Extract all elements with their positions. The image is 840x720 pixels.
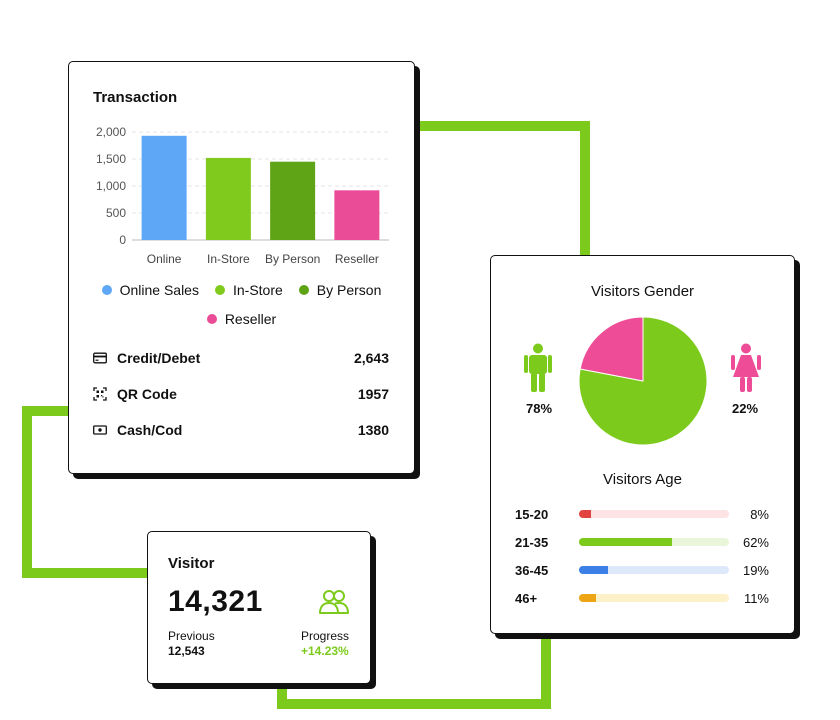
legend-dot-byperson bbox=[298, 285, 309, 295]
bar-online bbox=[141, 135, 187, 240]
age-label: 21-35 bbox=[515, 534, 549, 550]
legend-label: Reseller bbox=[224, 311, 277, 327]
qr-code-icon bbox=[93, 387, 107, 401]
users-icon bbox=[319, 590, 349, 614]
payment-row-cash: Cash/Cod 1380 bbox=[93, 422, 389, 438]
payment-row-qr: QR Code 1957 bbox=[93, 386, 389, 402]
payment-value: 1380 bbox=[357, 422, 389, 438]
y-tick-label: 500 bbox=[106, 206, 126, 220]
age-bar-track bbox=[579, 594, 729, 602]
visitor-card: Visitor 14,321 Previous 12,543 Progress … bbox=[147, 531, 371, 684]
bar-in-store bbox=[205, 157, 251, 240]
female-icon bbox=[731, 343, 761, 392]
bar-reseller bbox=[334, 190, 380, 240]
age-label: 36-45 bbox=[515, 562, 549, 578]
payment-value: 2,643 bbox=[353, 350, 389, 366]
age-title: Visitors Age bbox=[603, 471, 682, 488]
visitor-title: Visitor bbox=[168, 555, 215, 572]
legend-dot-online bbox=[101, 285, 112, 295]
legend-label: Online Sales bbox=[119, 282, 199, 298]
age-bar-fill bbox=[579, 594, 596, 602]
age-percent: 19% bbox=[742, 562, 769, 578]
x-tick-label: In-Store bbox=[207, 252, 250, 266]
y-tick-label: 1,000 bbox=[96, 179, 126, 193]
progress-value: +14.23% bbox=[301, 644, 349, 658]
bar-by-person bbox=[270, 161, 316, 240]
age-label: 46+ bbox=[515, 590, 538, 606]
age-percent: 62% bbox=[742, 534, 769, 550]
age-bar-track bbox=[579, 510, 729, 518]
previous-value: 12,543 bbox=[168, 644, 205, 658]
transaction-card: Transaction 0 500 1,000 1,500 2,000 Online In-… bbox=[68, 61, 415, 474]
age-bar-fill bbox=[579, 566, 608, 574]
payment-value: 1957 bbox=[357, 386, 389, 402]
age-percent: 11% bbox=[743, 590, 769, 606]
legend-dot-reseller bbox=[206, 314, 217, 324]
y-tick-label: 0 bbox=[119, 233, 126, 247]
transaction-legend: Online Sales In-Store By Person Reseller bbox=[69, 282, 414, 340]
visitor-previous: Previous 12,543 bbox=[168, 629, 215, 659]
pie-slice-male bbox=[578, 316, 708, 446]
legend-label: By Person bbox=[316, 282, 382, 298]
payment-label: Cash/Cod bbox=[117, 422, 183, 438]
age-percent: 8% bbox=[750, 506, 769, 522]
age-bar-track bbox=[579, 566, 729, 574]
cash-icon bbox=[93, 425, 107, 435]
pie-slice-female bbox=[579, 316, 644, 382]
payment-label: Credit/Debet bbox=[117, 350, 201, 366]
progress-label: Progress bbox=[301, 629, 350, 643]
x-tick-label: Online bbox=[147, 252, 182, 266]
legend-dot-instore bbox=[214, 285, 225, 295]
male-icon bbox=[524, 343, 552, 392]
age-row: 15-20 8% bbox=[515, 506, 769, 522]
age-row: 46+ 11% bbox=[515, 590, 769, 606]
age-row: 36-45 19% bbox=[515, 562, 769, 578]
age-label: 15-20 bbox=[515, 506, 549, 522]
age-bar-fill bbox=[579, 510, 591, 518]
transaction-bar-chart: 0 500 1,000 1,500 2,000 Online In-Store By Pers… bbox=[96, 125, 389, 266]
y-tick-label: 2,000 bbox=[96, 125, 126, 139]
age-row: 21-35 62% bbox=[515, 534, 769, 550]
age-bar-track bbox=[579, 538, 729, 546]
transaction-title: Transaction bbox=[93, 89, 178, 106]
legend-item-online-sales[interactable]: Online Sales bbox=[101, 282, 199, 298]
payment-label: QR Code bbox=[117, 386, 177, 402]
gender-title: Visitors Gender bbox=[590, 283, 695, 300]
x-tick-label: By Person bbox=[265, 252, 320, 266]
age-bar-fill bbox=[579, 538, 672, 546]
previous-label: Previous bbox=[168, 629, 215, 643]
legend-item-by-person[interactable]: By Person bbox=[298, 282, 382, 298]
credit-card-icon bbox=[93, 352, 107, 364]
legend-item-in-store[interactable]: In-Store bbox=[214, 282, 283, 298]
y-tick-label: 1,500 bbox=[96, 152, 126, 166]
male-percent: 78% bbox=[526, 401, 553, 416]
visitor-count: 14,321 bbox=[168, 585, 263, 618]
legend-label: In-Store bbox=[232, 282, 283, 298]
x-tick-label: Reseller bbox=[335, 252, 379, 266]
female-percent: 22% bbox=[732, 401, 759, 416]
gender-pie-chart bbox=[578, 316, 708, 446]
payment-row-credit: Credit/Debet 2,643 bbox=[93, 350, 389, 366]
visitor-progress: Progress +14.23% bbox=[301, 629, 349, 659]
legend-item-reseller[interactable]: Reseller bbox=[206, 311, 277, 327]
visitors-demographics-card: Visitors Gender 78% 22% Visitors Age 15-… bbox=[490, 255, 795, 634]
